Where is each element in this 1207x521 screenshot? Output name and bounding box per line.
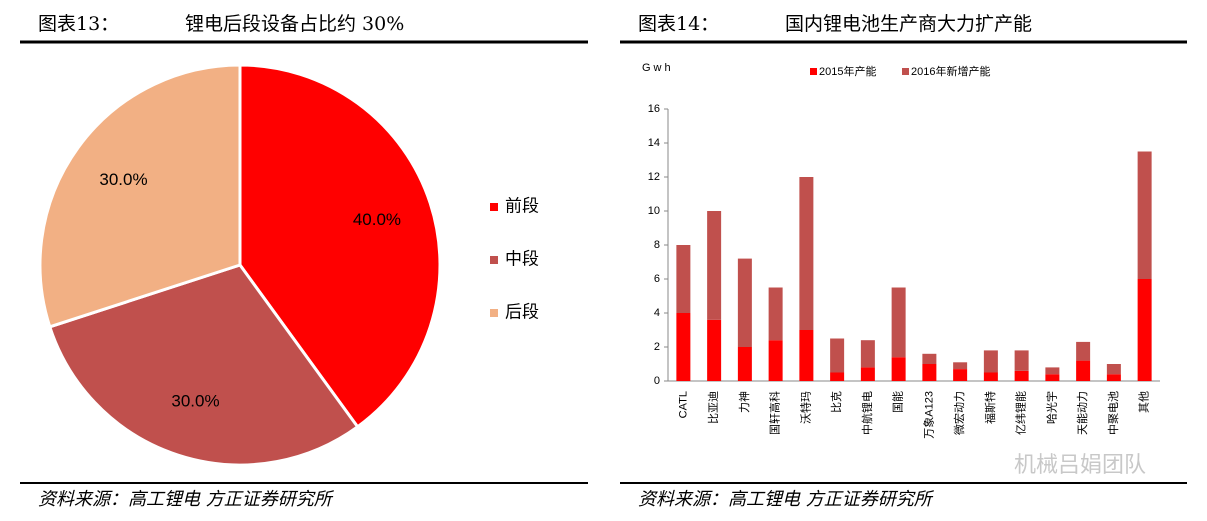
legend-swatch: [490, 256, 498, 264]
bar-segment: [799, 177, 814, 330]
chart-title: 国内锂电池生产商大力扩产能: [785, 13, 1032, 35]
bar-segment: [737, 258, 752, 347]
bar-segment: [799, 330, 814, 381]
figure-label: 图表14：: [638, 13, 719, 35]
x-tick-label: 亿纬锂能: [1014, 391, 1028, 435]
x-tick-label: 微宏动力: [952, 391, 966, 435]
x-tick-label: 福斯特: [983, 391, 997, 424]
y-tick-label: 6: [654, 273, 660, 285]
source-note: 资料来源：高工锂电 方正证券研究所: [38, 489, 335, 510]
x-tick-label: 天能动力: [1075, 391, 1089, 435]
bar-segment: [1076, 360, 1091, 381]
bar-segment: [953, 369, 968, 381]
source-note: 资料来源：高工锂电 方正证券研究所: [638, 489, 935, 510]
legend-label: 后段: [505, 302, 539, 321]
y-tick-label: 16: [648, 103, 660, 115]
bar-segment: [707, 319, 722, 381]
data-label: 30.0%: [171, 391, 219, 410]
bar-segment: [768, 287, 783, 341]
bar-segment: [1106, 364, 1121, 375]
bar-segment: [953, 362, 968, 370]
y-tick-label: 4: [654, 307, 660, 319]
watermark: 机械吕娟团队: [1014, 452, 1146, 477]
legend-label: 2016年新增产能: [911, 64, 990, 78]
bar-segment: [676, 313, 691, 381]
y-tick-label: 8: [654, 239, 660, 251]
legend-swatch: [490, 203, 498, 211]
legend-label: 前段: [505, 196, 539, 215]
bar-segment: [1014, 350, 1029, 371]
bar-segment: [1045, 374, 1060, 381]
y-tick-label: 2: [654, 341, 660, 353]
pie-slice: [238, 63, 442, 429]
x-tick-label: 沃特玛: [798, 391, 812, 424]
x-tick-label: 中航锂电: [860, 391, 874, 435]
bar-segment: [737, 347, 752, 381]
bar-segment: [1106, 374, 1121, 381]
bar-segment: [768, 340, 783, 381]
pie-slice: [47, 263, 360, 467]
x-tick-label: 万象A123: [922, 391, 935, 439]
x-tick-label: 国能: [891, 391, 905, 413]
bar-segment: [1137, 279, 1152, 381]
y-tick-label: 14: [648, 137, 660, 149]
bar-segment: [707, 211, 722, 320]
bar-segment: [830, 338, 845, 373]
x-tick-label: CATL: [677, 391, 689, 418]
figure-label: 图表13：: [38, 13, 119, 35]
bar-segment: [1076, 341, 1091, 361]
chart-title: 锂电后段设备占比约 30%: [185, 13, 404, 35]
y-tick-label: 10: [648, 205, 660, 217]
y-tick-label: 12: [648, 171, 660, 183]
data-label: 40.0%: [353, 210, 401, 229]
bar-segment: [860, 367, 875, 381]
bar-segment: [1014, 370, 1029, 381]
bar-segment: [983, 372, 998, 381]
bar-segment: [830, 372, 845, 381]
bar-segment: [891, 357, 906, 381]
x-tick-label: 力神: [737, 391, 751, 413]
x-tick-label: 国轩高科: [768, 391, 782, 435]
bar-segment: [1045, 367, 1060, 375]
bar-segment: [922, 364, 937, 381]
legend-label: 2015年产能: [819, 64, 876, 78]
y-tick-label: 0: [654, 375, 660, 387]
x-tick-label: 其他: [1138, 391, 1151, 413]
x-tick-label: 中聚电池: [1107, 391, 1120, 435]
bar-segment: [1137, 151, 1152, 279]
legend-swatch: [810, 68, 817, 75]
x-tick-label: 比亚迪: [707, 391, 720, 424]
bar-segment: [860, 340, 875, 368]
bar-segment: [983, 350, 998, 373]
bar-segment: [676, 245, 691, 313]
x-tick-label: 比克: [830, 391, 843, 413]
bar-segment: [922, 353, 937, 364]
legend-swatch: [902, 68, 909, 75]
x-tick-label: 哈光宇: [1044, 391, 1058, 424]
y-axis-label: Gwh: [642, 62, 674, 74]
data-label: 30.0%: [99, 170, 147, 189]
legend-label: 中段: [505, 249, 539, 268]
legend-swatch: [490, 309, 498, 317]
pie-slice: [38, 63, 242, 329]
bar-segment: [891, 287, 906, 358]
